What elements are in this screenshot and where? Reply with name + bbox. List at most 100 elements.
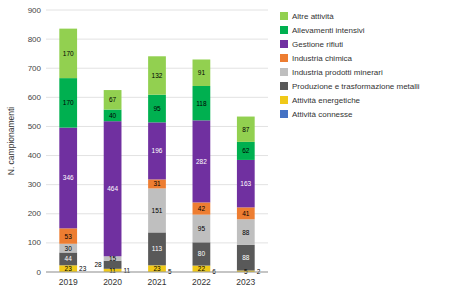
- bar-segment: [237, 219, 255, 245]
- bar-segment: [148, 232, 166, 265]
- bar-segment: [237, 117, 255, 142]
- bar-segment: [237, 142, 255, 160]
- outside-label: 5: [168, 268, 172, 275]
- data-label: 113: [152, 245, 163, 252]
- x-tick-label: 2023: [236, 277, 255, 287]
- legend-swatch: [280, 82, 288, 90]
- bar-segment: [59, 244, 77, 253]
- legend-swatch: [280, 26, 288, 34]
- legend-swatch: [280, 12, 288, 20]
- outside-label: 23: [79, 265, 87, 272]
- legend-label: Allevamenti intensivi: [292, 26, 365, 35]
- bar-segment: [237, 207, 255, 219]
- outside-label: 11: [123, 267, 130, 274]
- bar-segment: [148, 56, 166, 94]
- legend-swatch: [280, 54, 288, 62]
- data-label: 88: [242, 254, 250, 261]
- bar-segment: [59, 78, 77, 127]
- legend-swatch: [280, 68, 288, 76]
- bar-segment: [193, 202, 211, 214]
- bar-segment: [59, 29, 77, 78]
- y-tick-label: 500: [28, 122, 42, 131]
- chart: 0100200300400500600700800900N. campionam…: [0, 0, 450, 294]
- data-label: 132: [152, 72, 163, 79]
- x-tick-label: 2022: [192, 277, 211, 287]
- data-label: 170: [63, 50, 74, 57]
- data-label: 88: [242, 229, 250, 236]
- data-label: 464: [107, 185, 118, 192]
- data-label: 95: [153, 105, 161, 112]
- legend-label: Gestione rifiuti: [292, 40, 343, 49]
- legend-label: Industria chimica: [292, 54, 353, 63]
- x-tick-label: 2020: [103, 277, 122, 287]
- bar-segment: [104, 110, 122, 122]
- data-label: 53: [65, 233, 73, 240]
- data-label: 62: [242, 147, 250, 154]
- data-label: 31: [153, 180, 161, 187]
- legend-label: Attività energetiche: [292, 96, 361, 105]
- bar-segment: [104, 90, 122, 110]
- legend-label: Industria prodotti minerari: [292, 68, 383, 77]
- data-label: 282: [196, 158, 207, 165]
- bar-segment: [148, 122, 166, 179]
- grid-line: [46, 10, 268, 11]
- data-label: 40: [109, 112, 117, 119]
- y-tick-label: 300: [28, 180, 42, 189]
- data-label: 23: [153, 265, 161, 272]
- y-tick-label: 700: [28, 64, 42, 73]
- x-axis: [46, 272, 268, 273]
- legend: Altre attivitàAllevamenti intensiviGesti…: [280, 12, 420, 119]
- data-label: 80: [198, 250, 206, 257]
- legend-swatch: [280, 110, 288, 118]
- legend-label: Attività connesse: [292, 110, 353, 119]
- data-label: 170: [63, 99, 74, 106]
- grid-line: [46, 39, 268, 40]
- x-tick-label: 2019: [59, 277, 78, 287]
- bar-segment: [193, 59, 211, 85]
- data-label: 15: [109, 255, 117, 262]
- bar-segment: [193, 266, 211, 272]
- data-label: 44: [65, 255, 73, 262]
- data-label: 95: [198, 225, 206, 232]
- data-label: 41: [242, 210, 250, 217]
- data-label: 67: [109, 96, 117, 103]
- bar-segment: [193, 242, 211, 265]
- y-axis-label: N. campionamenti: [6, 107, 16, 176]
- bar-segment: [59, 252, 77, 265]
- data-label: 42: [198, 205, 206, 212]
- grid: [46, 10, 268, 272]
- bar-segment: [59, 265, 77, 272]
- bar-segment: [237, 160, 255, 207]
- bar-segment: [148, 95, 166, 123]
- data-label: 23: [65, 265, 73, 272]
- bar-segment: [193, 86, 211, 120]
- bar-segment: [237, 245, 255, 271]
- bar-segment: [59, 228, 77, 243]
- y-tick-label: 0: [37, 268, 42, 277]
- grid-line: [46, 272, 268, 273]
- data-label: 5: [244, 268, 248, 275]
- y-tick-label: 200: [28, 209, 42, 218]
- outside-label: 6: [212, 268, 216, 275]
- y-tick-label: 800: [28, 35, 42, 44]
- bar-segment: [148, 179, 166, 188]
- bar-segment: [104, 121, 122, 256]
- x-tick-label: 2021: [148, 277, 167, 287]
- legend-swatch: [280, 40, 288, 48]
- bar-segment: [148, 188, 166, 232]
- data-label: 87: [242, 126, 250, 133]
- y-tick-label: 100: [28, 238, 42, 247]
- data-label: 346: [63, 174, 74, 181]
- y-tick-label: 600: [28, 93, 42, 102]
- legend-swatch: [280, 96, 288, 104]
- legend-label: Produzione e trasformazione metalli: [292, 82, 420, 91]
- data-labels: 2311232254428113808830151519588533142413…: [63, 50, 261, 275]
- data-label: 22: [198, 265, 206, 272]
- bar-segment: [148, 265, 166, 272]
- data-label: 30: [65, 245, 73, 252]
- bar-segment: [193, 120, 211, 202]
- data-label: 91: [198, 69, 206, 76]
- data-label: 28: [94, 261, 102, 268]
- data-label: 163: [240, 180, 251, 187]
- bars: [59, 29, 254, 272]
